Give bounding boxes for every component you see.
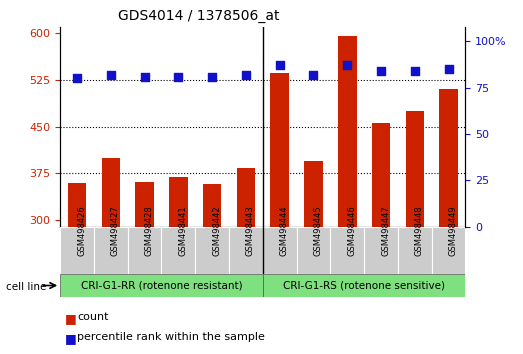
Bar [94, 227, 128, 274]
Point [242, 72, 250, 78]
Text: GSM498441: GSM498441 [178, 205, 187, 256]
Text: ■: ■ [65, 332, 77, 345]
Point [309, 72, 317, 78]
Text: GSM498449: GSM498449 [449, 205, 458, 256]
Text: GSM498445: GSM498445 [313, 205, 323, 256]
Bar [101, 158, 120, 227]
Text: cell line: cell line [6, 282, 47, 292]
Text: GSM498442: GSM498442 [212, 205, 221, 256]
Bar [398, 227, 431, 274]
Text: GSM498444: GSM498444 [280, 205, 289, 256]
Text: GSM498427: GSM498427 [111, 205, 120, 256]
Text: CRI-G1-RR (rotenone resistant): CRI-G1-RR (rotenone resistant) [81, 280, 242, 291]
Point [445, 66, 453, 72]
Text: ■: ■ [65, 312, 77, 325]
Bar [372, 124, 390, 227]
Text: count: count [77, 312, 109, 322]
Text: GDS4014 / 1378506_at: GDS4014 / 1378506_at [118, 9, 279, 23]
Bar [203, 184, 221, 227]
Bar [169, 177, 188, 227]
Bar [195, 227, 229, 274]
Point [208, 74, 217, 79]
Point [377, 68, 385, 74]
Point [174, 74, 183, 79]
Text: GSM498446: GSM498446 [347, 205, 356, 256]
Point [411, 68, 419, 74]
Text: GSM498428: GSM498428 [144, 205, 154, 256]
Bar [304, 161, 323, 227]
Bar [364, 227, 398, 274]
Bar [405, 111, 424, 227]
Point [107, 72, 115, 78]
Text: GSM498426: GSM498426 [77, 205, 86, 256]
Bar [236, 169, 255, 227]
Bar [263, 227, 297, 274]
Text: CRI-G1-RS (rotenone sensitive): CRI-G1-RS (rotenone sensitive) [283, 280, 445, 291]
Bar [338, 36, 357, 227]
Bar [68, 183, 86, 227]
Bar [135, 182, 154, 227]
Text: GSM498447: GSM498447 [381, 205, 390, 256]
Bar [60, 227, 94, 274]
Point [276, 63, 284, 68]
Point [73, 75, 81, 81]
Bar [439, 89, 458, 227]
Bar [229, 227, 263, 274]
Bar [431, 227, 465, 274]
Bar [162, 227, 195, 274]
Bar [270, 73, 289, 227]
Text: GSM498443: GSM498443 [246, 205, 255, 256]
Point [343, 63, 351, 68]
Bar [128, 227, 162, 274]
Text: GSM498448: GSM498448 [415, 205, 424, 256]
Bar [297, 227, 331, 274]
Bar [263, 274, 465, 297]
Bar [331, 227, 364, 274]
Point [140, 74, 149, 79]
Bar [60, 274, 263, 297]
Text: percentile rank within the sample: percentile rank within the sample [77, 332, 265, 342]
